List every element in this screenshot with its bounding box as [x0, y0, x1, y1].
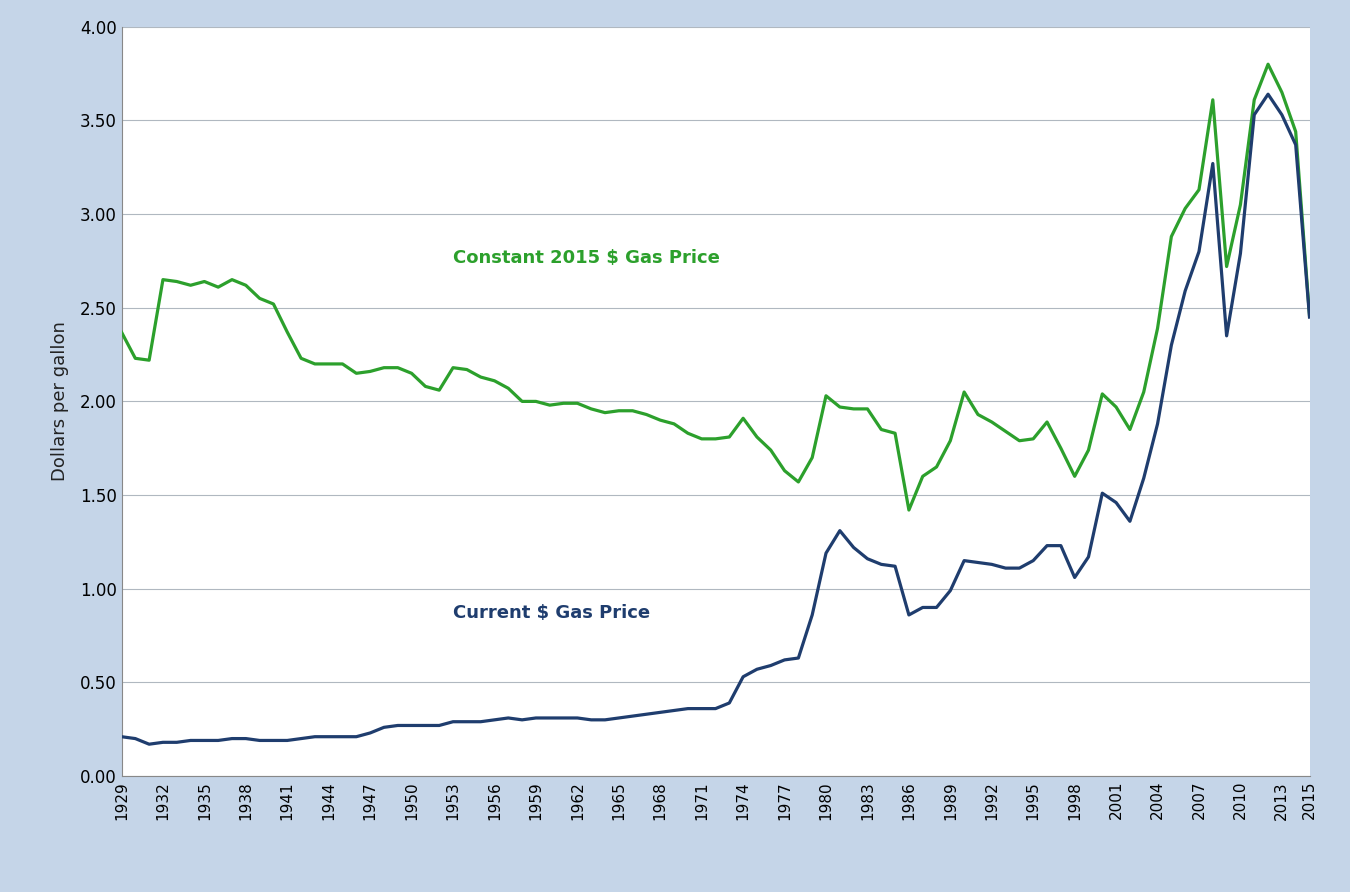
Text: Current $ Gas Price: Current $ Gas Price — [454, 605, 651, 623]
Text: Constant 2015 $ Gas Price: Constant 2015 $ Gas Price — [454, 249, 720, 267]
Y-axis label: Dollars per gallon: Dollars per gallon — [51, 321, 69, 482]
